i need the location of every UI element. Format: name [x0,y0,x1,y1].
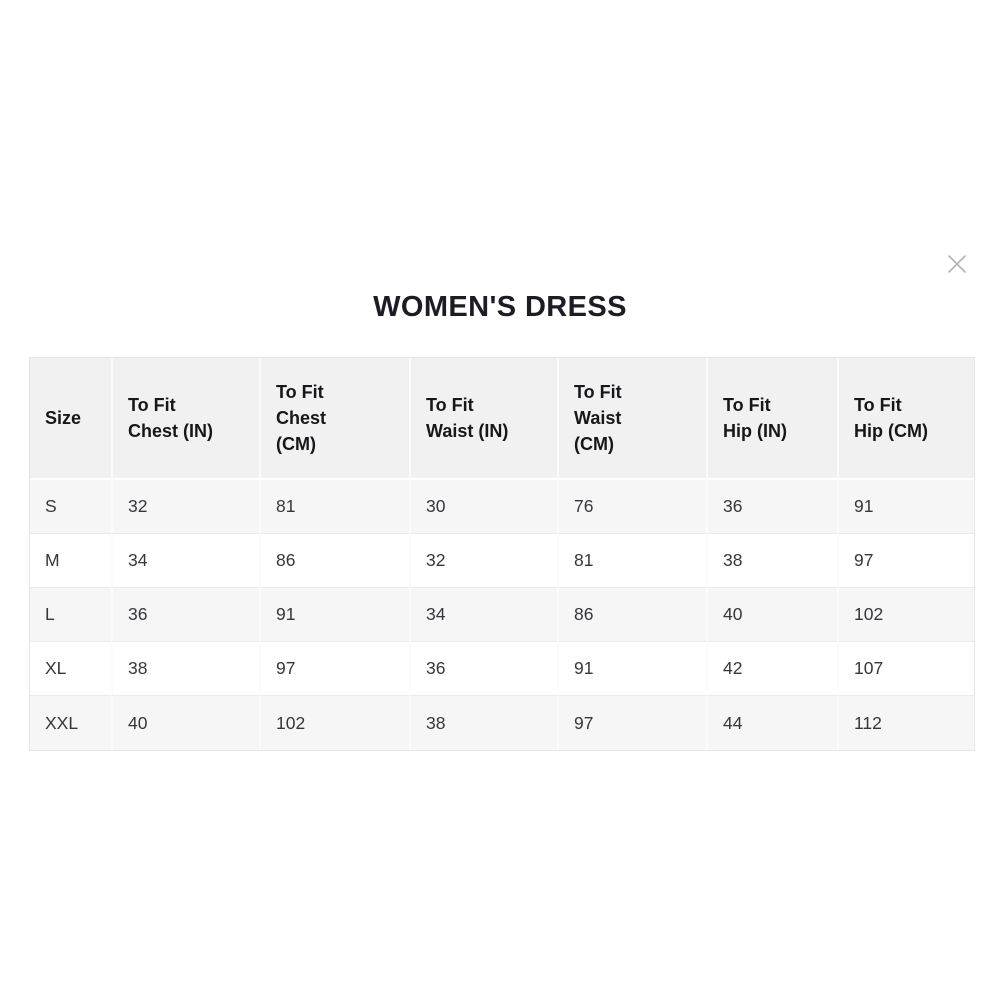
column-header-waist-in: To Fit Waist (IN) [409,358,557,480]
value-cell: 86 [557,588,706,642]
table-row-m: M 34 86 32 81 38 97 [30,534,974,588]
value-cell: 38 [111,642,259,696]
value-cell: 81 [557,534,706,588]
table-row-xxl: XXL 40 102 38 97 44 112 [30,696,974,750]
header-row: Size To Fit Chest (IN) To Fit Chest (CM)… [30,358,974,480]
value-cell: 44 [706,696,837,750]
value-cell: 34 [111,534,259,588]
size-cell: L [30,588,111,642]
column-header-size: Size [30,358,111,480]
size-chart-table: Size To Fit Chest (IN) To Fit Chest (CM)… [29,357,975,751]
size-cell: S [30,480,111,534]
value-cell: 36 [111,588,259,642]
value-cell: 91 [557,642,706,696]
table-row-s: S 32 81 30 76 36 91 [30,480,974,534]
value-cell: 97 [837,534,974,588]
value-cell: 32 [409,534,557,588]
column-header-hip-in: To Fit Hip (IN) [706,358,837,480]
table-body: S 32 81 30 76 36 91 M 34 86 32 81 38 97 … [30,480,974,750]
column-header-waist-cm: To Fit Waist (CM) [557,358,706,480]
table-row-l: L 36 91 34 86 40 102 [30,588,974,642]
column-header-chest-in: To Fit Chest (IN) [111,358,259,480]
value-cell: 38 [409,696,557,750]
value-cell: 91 [837,480,974,534]
value-cell: 42 [706,642,837,696]
size-cell: XXL [30,696,111,750]
value-cell: 102 [259,696,409,750]
value-cell: 36 [706,480,837,534]
value-cell: 97 [259,642,409,696]
value-cell: 30 [409,480,557,534]
value-cell: 107 [837,642,974,696]
value-cell: 112 [837,696,974,750]
value-cell: 97 [557,696,706,750]
value-cell: 40 [706,588,837,642]
close-icon [948,255,966,273]
size-cell: M [30,534,111,588]
value-cell: 32 [111,480,259,534]
value-cell: 34 [409,588,557,642]
size-cell: XL [30,642,111,696]
value-cell: 40 [111,696,259,750]
dialog-title: WOMEN'S DRESS [373,291,627,323]
value-cell: 81 [259,480,409,534]
column-header-chest-cm: To Fit Chest (CM) [259,358,409,480]
table-header: Size To Fit Chest (IN) To Fit Chest (CM)… [30,358,974,480]
value-cell: 86 [259,534,409,588]
close-button[interactable] [942,249,972,279]
value-cell: 102 [837,588,974,642]
table-row-xl: XL 38 97 36 91 42 107 [30,642,974,696]
value-cell: 91 [259,588,409,642]
value-cell: 38 [706,534,837,588]
column-header-hip-cm: To Fit Hip (CM) [837,358,974,480]
value-cell: 76 [557,480,706,534]
value-cell: 36 [409,642,557,696]
